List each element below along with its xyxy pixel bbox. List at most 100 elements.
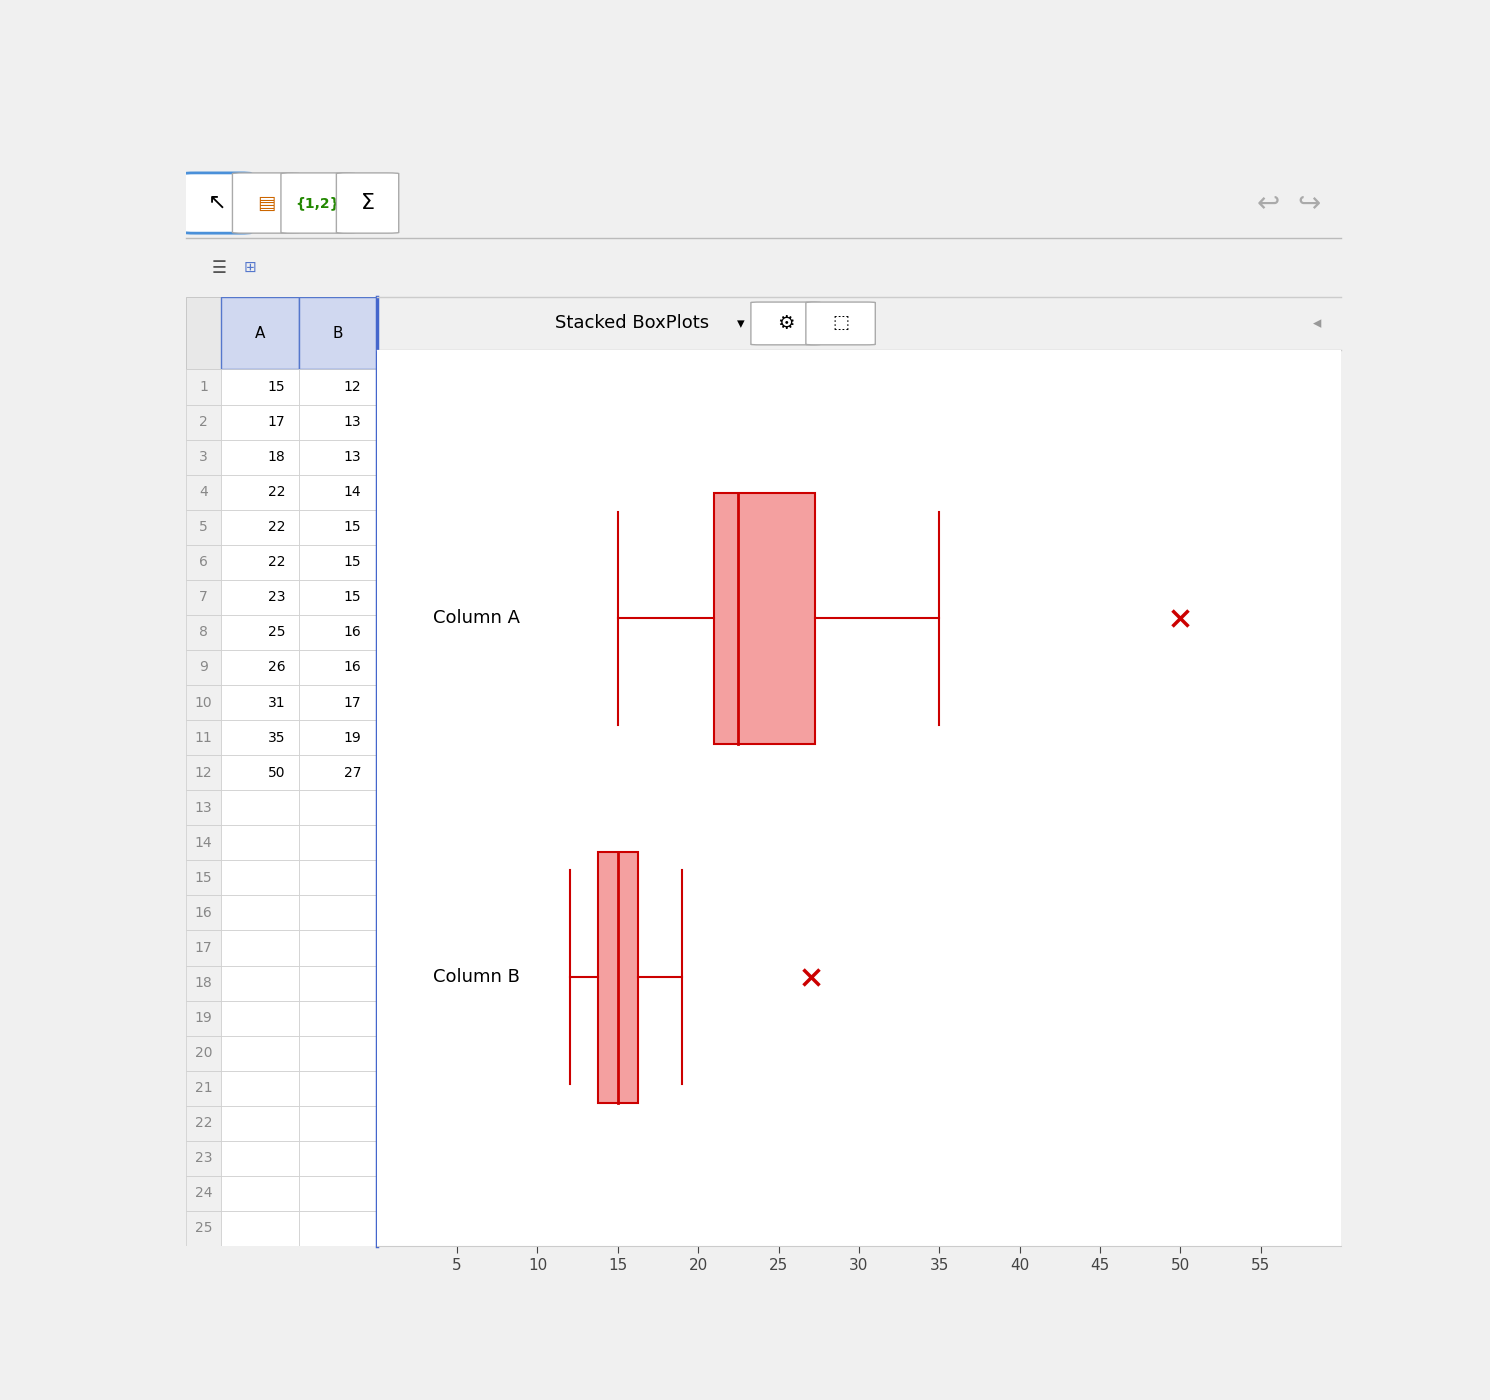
Text: 9: 9 <box>200 661 207 675</box>
FancyBboxPatch shape <box>183 174 250 234</box>
Text: 25: 25 <box>268 626 285 640</box>
Bar <box>298 931 377 966</box>
Bar <box>186 720 221 755</box>
Bar <box>221 1036 298 1071</box>
Bar <box>186 580 221 615</box>
Text: 25: 25 <box>195 1221 212 1235</box>
Bar <box>221 755 298 790</box>
Bar <box>298 1001 377 1036</box>
Text: ⚙: ⚙ <box>776 314 794 333</box>
Text: 26: 26 <box>268 661 285 675</box>
Bar <box>298 405 377 440</box>
Bar <box>221 1141 298 1176</box>
Text: 22: 22 <box>268 486 285 500</box>
Text: 13: 13 <box>344 414 362 428</box>
Bar <box>298 685 377 720</box>
Bar <box>221 1106 298 1141</box>
Text: 17: 17 <box>195 941 212 955</box>
Text: 18: 18 <box>268 451 285 465</box>
Bar <box>186 297 377 370</box>
Text: ◂: ◂ <box>1313 315 1322 332</box>
Bar <box>298 440 377 475</box>
Bar <box>186 1071 221 1106</box>
Text: 1: 1 <box>200 379 207 393</box>
Bar <box>221 650 298 685</box>
Text: 23: 23 <box>195 1151 212 1165</box>
Text: 22: 22 <box>268 521 285 535</box>
Bar <box>298 1106 377 1141</box>
Text: 15: 15 <box>344 521 362 535</box>
Text: 31: 31 <box>268 696 285 710</box>
Bar <box>186 297 221 370</box>
Bar <box>298 1211 377 1246</box>
Bar <box>186 615 221 650</box>
Bar <box>186 755 221 790</box>
Bar <box>298 1036 377 1071</box>
Text: 17: 17 <box>344 696 362 710</box>
Text: Stacked BoxPlots: Stacked BoxPlots <box>556 315 709 332</box>
Text: 18: 18 <box>195 976 212 990</box>
Bar <box>186 931 221 966</box>
Text: 27: 27 <box>344 766 362 780</box>
Text: 19: 19 <box>344 731 362 745</box>
Bar <box>298 650 377 685</box>
FancyBboxPatch shape <box>806 302 875 344</box>
Text: 19: 19 <box>195 1011 212 1025</box>
Bar <box>221 440 298 475</box>
Text: 15: 15 <box>268 379 285 393</box>
Text: {1,2}: {1,2} <box>295 196 340 210</box>
Bar <box>221 1176 298 1211</box>
Text: ⊞: ⊞ <box>243 260 256 276</box>
Text: ▾: ▾ <box>738 316 745 330</box>
Text: 22: 22 <box>195 1116 212 1130</box>
Text: 13: 13 <box>344 451 362 465</box>
Bar <box>221 896 298 931</box>
Text: 4: 4 <box>200 486 207 500</box>
Bar <box>221 790 298 825</box>
Bar <box>298 1071 377 1106</box>
Bar <box>221 1211 298 1246</box>
Bar <box>221 545 298 580</box>
Text: 17: 17 <box>268 414 285 428</box>
Bar <box>186 966 221 1001</box>
Text: 15: 15 <box>195 871 212 885</box>
Bar <box>298 825 377 861</box>
Text: 14: 14 <box>195 836 212 850</box>
Text: 21: 21 <box>195 1081 212 1095</box>
Bar <box>186 896 221 931</box>
Bar <box>221 405 298 440</box>
Text: ↩: ↩ <box>1256 189 1280 217</box>
Text: 8: 8 <box>200 626 207 640</box>
Text: A: A <box>255 326 265 342</box>
Bar <box>298 580 377 615</box>
Text: ↖: ↖ <box>209 193 226 213</box>
Bar <box>298 510 377 545</box>
Text: Column B: Column B <box>434 967 520 986</box>
Bar <box>186 650 221 685</box>
Text: 2: 2 <box>200 414 207 428</box>
Bar <box>186 475 221 510</box>
Bar <box>298 861 377 896</box>
Bar <box>186 825 221 861</box>
Bar <box>221 1001 298 1036</box>
Bar <box>298 1176 377 1211</box>
Text: 15: 15 <box>344 556 362 570</box>
Bar <box>298 896 377 931</box>
Text: 35: 35 <box>268 731 285 745</box>
Bar <box>221 861 298 896</box>
Bar <box>186 510 221 545</box>
Text: 22: 22 <box>268 556 285 570</box>
Bar <box>221 370 298 405</box>
Bar <box>186 405 221 440</box>
Bar <box>186 1211 221 1246</box>
Text: 7: 7 <box>200 591 207 605</box>
Text: 50: 50 <box>268 766 285 780</box>
Bar <box>298 475 377 510</box>
Text: 24: 24 <box>195 1186 212 1200</box>
Bar <box>298 966 377 1001</box>
Bar <box>298 790 377 825</box>
Bar <box>186 545 221 580</box>
Bar <box>221 510 298 545</box>
Text: ▤: ▤ <box>256 193 276 213</box>
Text: ☰: ☰ <box>212 259 226 277</box>
